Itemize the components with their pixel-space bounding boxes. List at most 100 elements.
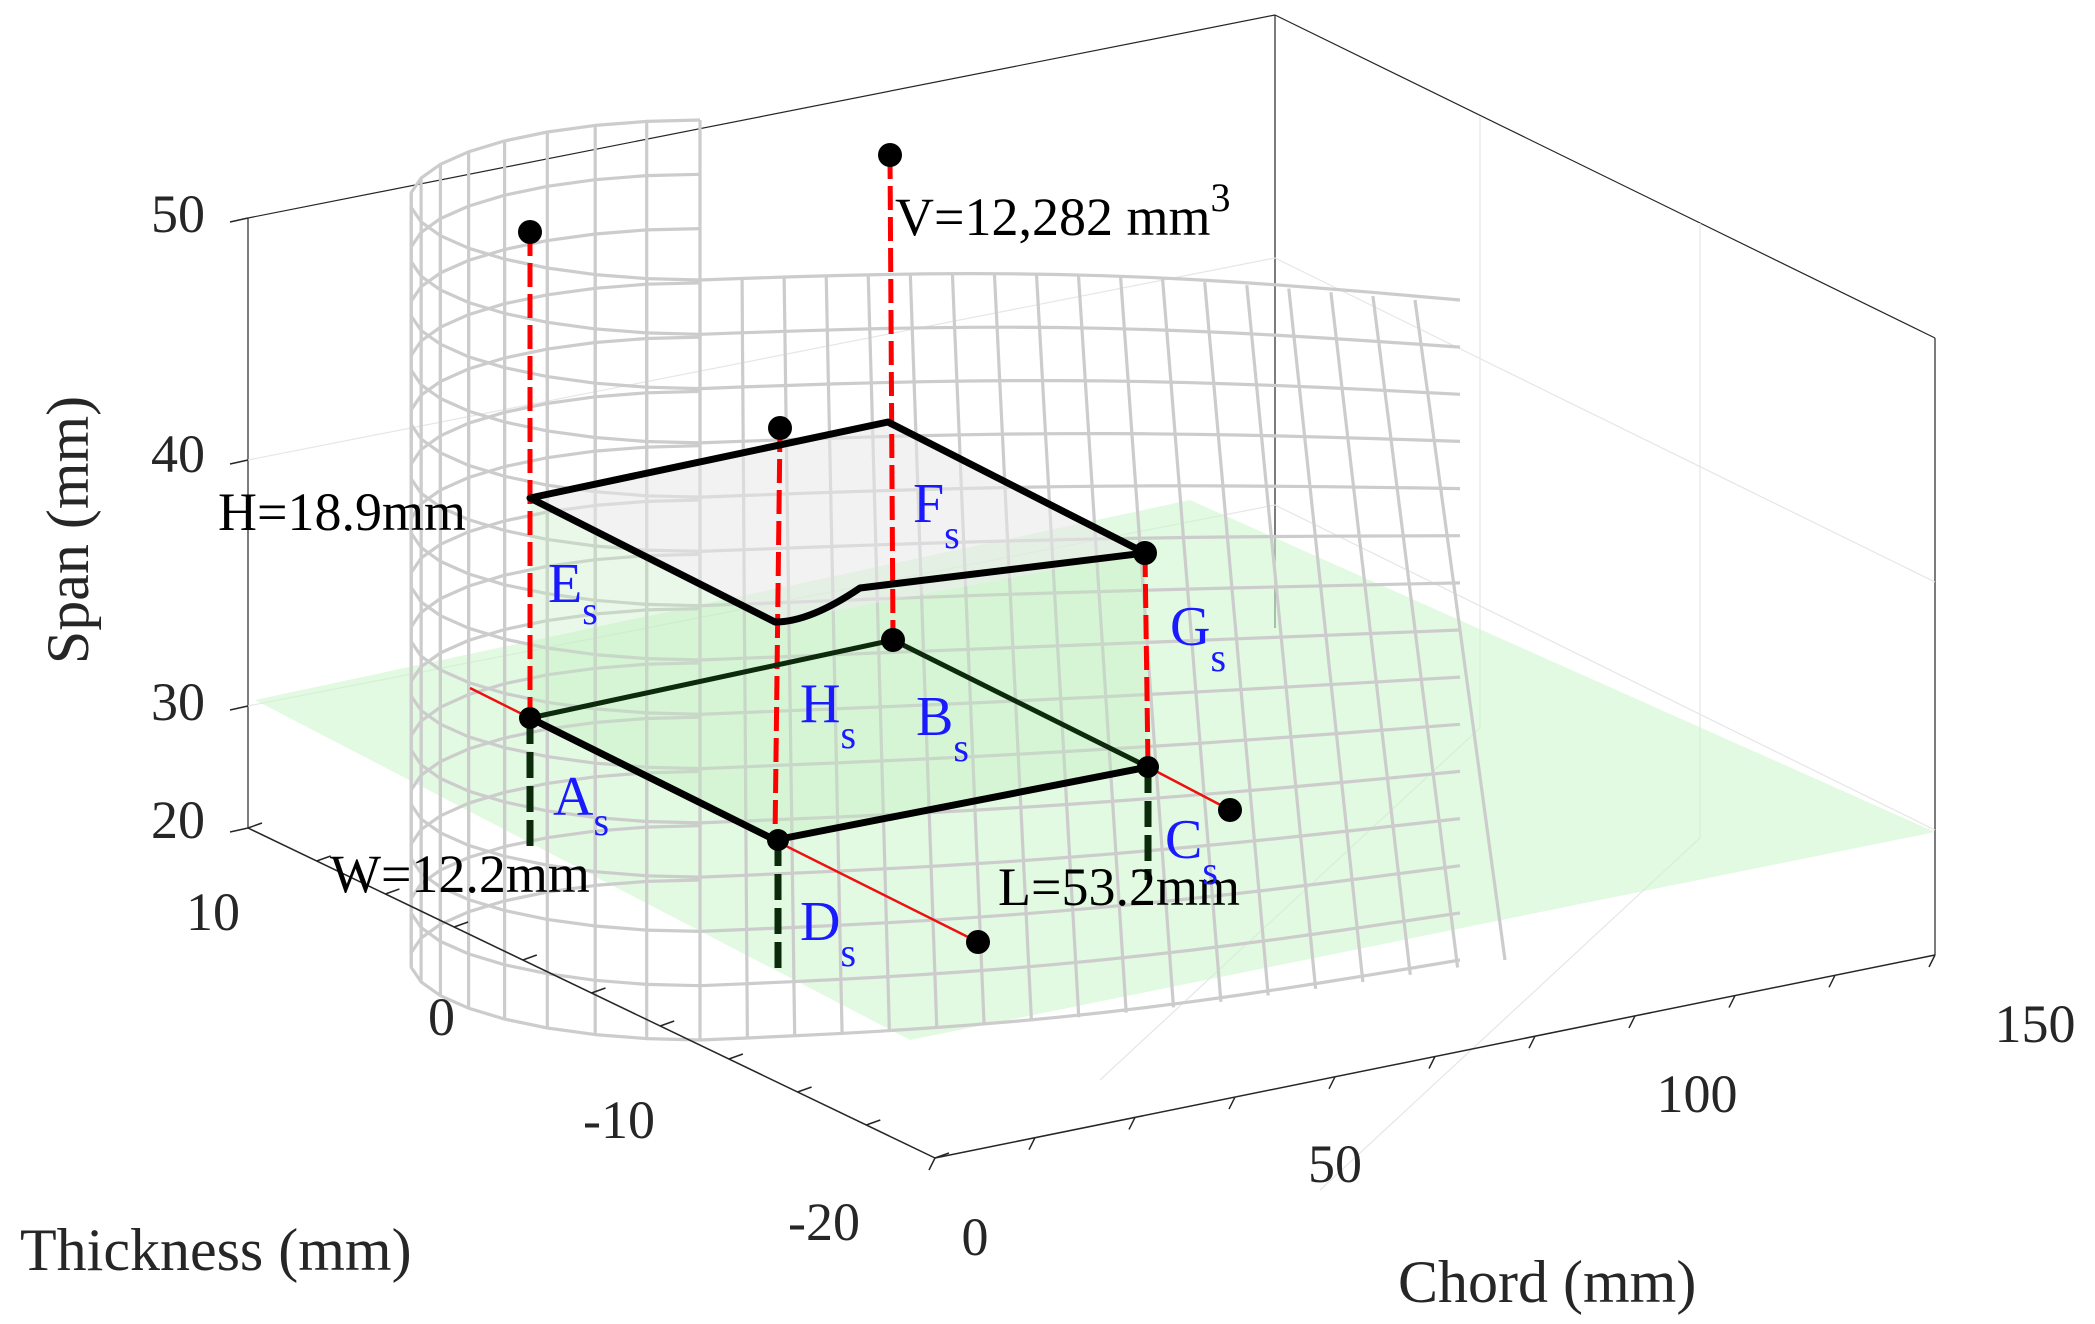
surface-mesh-line [992, 273, 1034, 1022]
grid-line [1274, 257, 1936, 583]
grid-line [1319, 837, 1701, 1191]
label-letter: H [800, 673, 840, 735]
tick-mark [1328, 1076, 1336, 1090]
tick-mark [247, 822, 263, 829]
tick-mark [522, 954, 538, 961]
vertex-label-a: As [553, 766, 609, 844]
vertex-label-b: Bs [916, 686, 969, 770]
label-letter: E [548, 553, 582, 615]
surface-mesh-line [1287, 288, 1365, 983]
tick-mark [1028, 1137, 1036, 1151]
vertex-label-e: Es [548, 553, 598, 633]
red-line-back [887, 154, 896, 641]
z-tick-label: 40 [151, 424, 205, 484]
y-axis-label: Thickness (mm) [20, 1217, 412, 1283]
lower-dark-lines [526, 718, 1152, 970]
grid-line [247, 257, 1276, 461]
surface-mesh-line [950, 273, 986, 1026]
surface-mesh-line [740, 278, 749, 1039]
dot-left-top [518, 220, 542, 244]
red-line-length [1147, 765, 1231, 812]
tick-mark [1528, 1035, 1536, 1049]
dot-middle-top [768, 416, 792, 440]
surface-mesh-line [1161, 279, 1223, 1002]
box-edge [1274, 14, 1936, 339]
dot-back-bottom [881, 628, 905, 652]
z-tick-label: 50 [151, 184, 205, 244]
label-letter: G [1170, 596, 1210, 658]
axis-ticks [229, 217, 1936, 1171]
surface-mesh-line [908, 273, 939, 1029]
volume-exponent: 3 [1210, 175, 1230, 220]
x-tick-label: 150 [1995, 994, 2076, 1054]
tick-mark [1828, 974, 1836, 988]
tick-mark [229, 827, 249, 833]
label-sub: s [944, 512, 960, 557]
surface-mesh-line [782, 276, 797, 1037]
label-sub: s [840, 712, 856, 757]
dimension-annotations: V=12,282 mm3 H=18.9mm W=12.2mm L=53.2mm [218, 175, 1240, 917]
surface-mesh-line [866, 274, 891, 1032]
z-axis-label: Span (mm) [35, 396, 101, 664]
y-tick-label: 10 [186, 882, 240, 942]
vertex-dots [518, 143, 1242, 954]
surface-mesh-line [1119, 277, 1176, 1008]
wing-surface-mesh [409, 118, 1507, 1042]
bounding-box-lines [469, 143, 1242, 970]
vertical-red-lines [527, 154, 1151, 841]
green-plane [255, 500, 1935, 1040]
box-edge [247, 14, 1276, 219]
dot-back-top [878, 143, 902, 167]
label-sub: s [593, 799, 609, 844]
tick-labels: 50 40 30 20 10 0 -10 -20 0 50 100 150 [151, 184, 2076, 1267]
label-sub: s [1202, 848, 1218, 893]
x-axis-label: Chord (mm) [1398, 1249, 1696, 1315]
label-sub: s [840, 930, 856, 975]
tick-mark [728, 1053, 744, 1060]
height-annotation: H=18.9mm [218, 482, 466, 542]
z-tick-label: 30 [151, 672, 205, 732]
y-tick-label: 0 [428, 987, 455, 1047]
dot-width-end [966, 930, 990, 954]
vertex-labels: As Bs Cs Ds Es Fs Gs Hs [548, 473, 1226, 975]
length-annotation: L=53.2mm [998, 857, 1240, 917]
axes-box-back [247, 14, 1936, 955]
red-line-right [1142, 552, 1151, 768]
tick-mark [229, 705, 249, 711]
label-letter: D [800, 891, 840, 953]
surface-mesh-line [409, 227, 1461, 396]
tick-mark [1628, 1015, 1636, 1029]
vertex-label-f: Fs [913, 473, 960, 557]
box-front-face [530, 498, 1148, 840]
vertex-label-g: Gs [1170, 596, 1226, 680]
vertex-label-d: Ds [800, 891, 856, 975]
tick-mark [866, 1119, 881, 1126]
label-letter: F [913, 473, 944, 535]
surface-mesh-line [1413, 299, 1507, 961]
box-top-edges [526, 418, 1149, 626]
dot-left-bottom [519, 707, 541, 729]
volume-text: V=12,282 mm [895, 187, 1210, 247]
label-letter: C [1165, 809, 1202, 871]
dot-length-end [1218, 798, 1242, 822]
dot-right-top [1133, 541, 1157, 565]
tick-mark [229, 217, 249, 223]
label-sub: s [582, 588, 598, 633]
tick-mark [453, 921, 469, 928]
dot-middle-bottom [767, 829, 789, 851]
tick-mark [316, 855, 331, 862]
tick-mark [229, 459, 249, 465]
label-sub: s [953, 725, 969, 770]
dot-right-bottom [1137, 756, 1159, 778]
label-letter: A [553, 766, 594, 828]
grid-line [1274, 504, 1936, 831]
red-line-middle [772, 427, 783, 841]
y-tick-label: -10 [583, 1090, 655, 1150]
tick-mark [591, 987, 606, 994]
tick-mark [797, 1086, 812, 1093]
tick-mark [1728, 995, 1736, 1008]
z-tick-label: 20 [151, 790, 205, 850]
label-letter: B [916, 686, 953, 748]
tick-mark [1228, 1096, 1236, 1110]
